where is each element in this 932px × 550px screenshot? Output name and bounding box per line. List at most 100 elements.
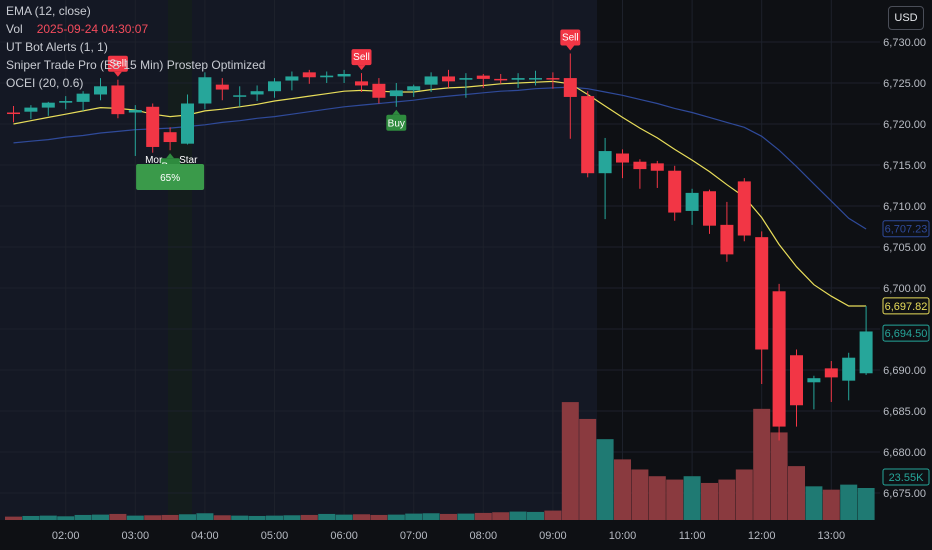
candle-body	[268, 81, 281, 92]
candle-body	[616, 153, 629, 163]
signals: SellSellSellBuyBuyMorStar65%	[107, 29, 581, 190]
candle-body	[24, 107, 38, 112]
candle-body	[163, 132, 177, 143]
x-tick-label: 12:00	[748, 530, 776, 542]
volume-bar	[231, 515, 249, 520]
morning-star-label[interactable]: Mor Star 65%	[136, 155, 205, 190]
volume-bar	[92, 514, 109, 520]
x-tick-label: 07:00	[400, 530, 428, 542]
volume-bar	[561, 402, 579, 520]
y-tick-label: 6,715.00	[883, 160, 926, 172]
volume-bar	[822, 489, 840, 520]
volume-bar	[666, 479, 684, 520]
candle-body	[215, 84, 229, 90]
candle-body	[320, 75, 334, 78]
volume-bar	[857, 488, 875, 520]
sell-signal-pointer	[113, 71, 122, 77]
morning-star-box	[136, 164, 205, 190]
time-axis[interactable]: 02:00 03:00 04:00 05:00 06:00 07:00 08:00 09:00…	[52, 530, 845, 542]
volume-bar	[213, 515, 231, 520]
candle-body	[529, 78, 542, 80]
candle-body	[181, 103, 194, 144]
sell-signal[interactable]: Sell	[351, 49, 372, 71]
x-tick-label: 03:00	[122, 530, 150, 542]
volume-bar	[196, 513, 214, 520]
sell-signal-label: Sell	[562, 32, 579, 43]
candle-body	[668, 170, 682, 213]
candle-body	[650, 163, 664, 171]
sell-signal-label: Sell	[110, 59, 127, 70]
price-label-text: 6,694.50	[885, 328, 928, 340]
candle-body	[41, 102, 55, 108]
x-tick-label: 13:00	[818, 530, 846, 542]
candle-body	[755, 237, 769, 350]
y-tick-label: 6,705.00	[883, 242, 926, 254]
candle-body	[494, 78, 508, 81]
volume-bar	[370, 514, 388, 520]
sell-signal-box	[107, 55, 128, 72]
x-tick-label: 08:00	[470, 530, 498, 542]
time-axis-background	[0, 520, 932, 550]
x-tick-label: 10:00	[609, 530, 637, 542]
buy-signal-pointer	[392, 109, 401, 115]
sell-signal[interactable]: Sell	[107, 55, 128, 77]
volume-bar	[648, 476, 666, 520]
candle-body	[824, 368, 838, 378]
volume-bar	[683, 476, 701, 520]
volume-bar	[718, 479, 736, 520]
candle-body	[772, 291, 786, 427]
sell-signal-box	[560, 29, 581, 46]
candle-body	[424, 76, 438, 85]
buy-signal[interactable]: Buy	[386, 109, 407, 131]
y-tick-label: 6,680.00	[883, 447, 926, 459]
volume-bar	[335, 514, 353, 520]
candle-body	[807, 378, 821, 383]
volume-bar	[614, 459, 631, 520]
price-label: 6,694.50	[882, 324, 930, 342]
candle-body	[7, 112, 20, 115]
candle-body	[59, 101, 73, 103]
candle-body	[355, 81, 368, 86]
volume-bar	[248, 515, 266, 520]
candle-body	[476, 75, 490, 79]
price-axis[interactable]: 6,675.006,680.006,685.006,690.006,695.00…	[882, 37, 930, 500]
volume-bar	[109, 513, 127, 520]
buy-signal-pointer	[166, 153, 175, 159]
sell-signal-pointer	[357, 65, 366, 71]
volume-bar	[422, 513, 440, 520]
volume-bar	[161, 514, 179, 520]
morning-star-right: Star	[179, 155, 198, 166]
candle-body	[703, 191, 716, 226]
buy-signal-box	[386, 114, 407, 131]
candle-body	[581, 96, 595, 174]
volume-bar	[805, 486, 823, 520]
volume-bar	[405, 513, 423, 520]
candles	[7, 53, 873, 441]
candle-body	[842, 357, 856, 381]
candle-body	[233, 95, 247, 97]
buy-signal-label: Buy	[388, 118, 405, 129]
volume-bar	[753, 408, 771, 520]
volume-bar	[39, 515, 57, 520]
price-axis-background	[880, 30, 932, 520]
price-label-text: 6,697.82	[885, 301, 928, 313]
volume-bar	[474, 512, 492, 520]
y-tick-label: 6,710.00	[883, 201, 926, 213]
candle-body	[546, 78, 560, 80]
morning-star-pct: 65%	[160, 173, 180, 184]
price-label-box	[882, 297, 930, 315]
volume-bar	[387, 514, 405, 520]
volume-value-box	[882, 468, 930, 486]
session-background	[0, 0, 597, 520]
currency-button[interactable]: USD	[888, 6, 924, 30]
sell-signal[interactable]: Sell	[560, 29, 581, 51]
candle-body	[598, 151, 612, 174]
volume-bar	[179, 514, 196, 520]
volume-bar	[492, 512, 510, 520]
volume-bar	[5, 516, 22, 520]
candle-body	[302, 72, 316, 78]
candle-body	[111, 85, 125, 115]
candle-body	[442, 76, 455, 82]
candle-body	[76, 93, 90, 102]
